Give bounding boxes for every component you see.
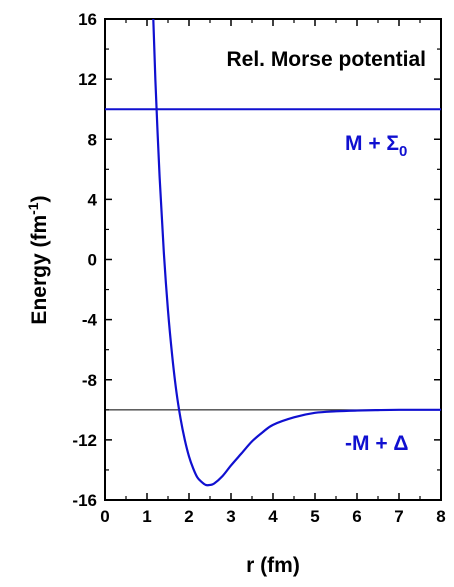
x-tick-label: 7 [394, 507, 403, 526]
x-tick-label: 2 [184, 507, 193, 526]
morse-potential-curve [152, 19, 441, 487]
axis-ticks [104, 18, 442, 501]
y-tick-label: 0 [88, 251, 97, 270]
y-tick-label: -16 [72, 491, 97, 510]
x-axis-title: r (fm) [246, 554, 300, 577]
y-tick-label: 12 [78, 70, 97, 89]
y-tick-label: 8 [88, 130, 97, 149]
x-tick-label: 6 [352, 507, 361, 526]
y-tick-label: -4 [82, 311, 98, 330]
y-tick-label: 16 [78, 10, 97, 29]
x-tick-label: 8 [436, 507, 445, 526]
x-tick-label: 4 [268, 507, 278, 526]
y-tick-label: 4 [88, 190, 98, 209]
x-tick-label: 3 [226, 507, 235, 526]
x-tick-label: 1 [142, 507, 151, 526]
y-tick-label: -8 [82, 371, 97, 390]
lower-line-label: -M + Δ [345, 432, 409, 455]
x-tick-label: 0 [100, 507, 109, 526]
x-tick-label: 5 [310, 507, 319, 526]
upper-line-label: M + Σ0 [345, 132, 407, 160]
chart-title: Rel. Morse potential [226, 48, 426, 71]
y-tick-label: -12 [72, 431, 97, 450]
y-axis-title: Energy (fm-1) [25, 195, 51, 324]
